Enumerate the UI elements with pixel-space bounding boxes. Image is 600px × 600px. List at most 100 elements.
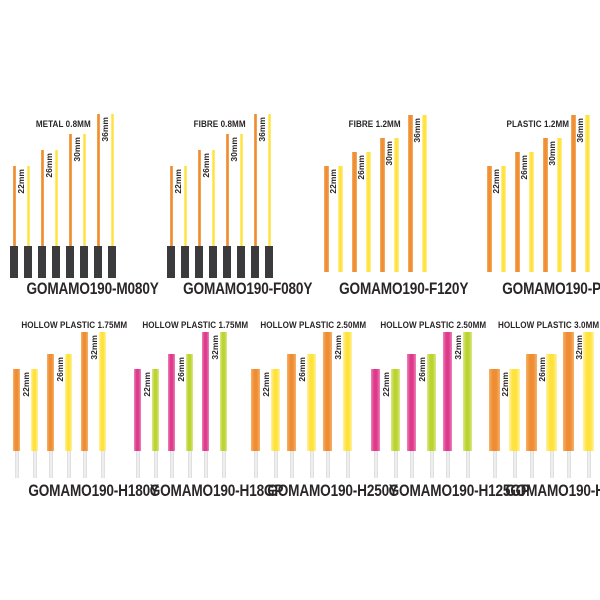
stem-bar-yellow-30mm: [393, 138, 399, 272]
stem-bar-yellow-32mm: [99, 332, 106, 478]
stem-bar-orange-22mm: [251, 369, 260, 478]
stem-bar-orange-22mm: [489, 369, 500, 478]
size-pair-22mm: 22mm: [489, 369, 520, 478]
stem-rod: [351, 152, 357, 272]
product-code: GOMAMO190-P120Y: [486, 279, 600, 299]
white-pin-stem: [135, 451, 140, 478]
stem-bar-yellow-36mm: [108, 114, 116, 278]
product-code-text: GOMAMO190-H180Y: [28, 481, 159, 500]
stem-bar-pink-22mm: [371, 369, 380, 478]
size-pair-32mm: 32mm: [81, 332, 106, 478]
size-pair-26mm: 26mm: [526, 354, 557, 478]
product-code: GOMAMO190-H250Y: [251, 481, 398, 501]
product-code-text: GOMAMO190-H300Y: [505, 481, 600, 500]
stem-rod: [307, 354, 316, 451]
stem-bar-yellow-22mm: [181, 166, 189, 278]
size-pair-26mm: 26mm: [195, 150, 217, 278]
stem-rod: [220, 332, 227, 451]
stem-bar-pink-26mm: [168, 354, 175, 478]
stem-bar-green-26mm: [186, 354, 193, 478]
metal-grip-tip: [66, 246, 74, 278]
stem-bar-orange-36mm: [407, 115, 413, 272]
white-pin-stem: [273, 451, 278, 478]
stem-bar-orange-30mm: [66, 134, 74, 278]
product-code-text: GOMAMO190-H125GP: [388, 481, 530, 500]
white-pin-stem: [373, 451, 378, 478]
product-group-gomamo190-h125gp: HOLLOW PLASTIC 2.50MM 22mm 26mm 32mm GOMAMO1…: [371, 0, 530, 540]
product-group-gomamo190-p120y: PLASTIC 1.2MM 22mm 26mm 30mm 36mm GOMAMO190-P…: [486, 0, 600, 540]
stem-bar-orange-22mm: [167, 166, 175, 278]
size-pair-22mm: 22mm: [10, 166, 32, 278]
white-pin-stem: [309, 451, 314, 478]
stem-rod: [186, 354, 193, 451]
stem-bar-yellow-26mm: [365, 152, 371, 272]
stem-rod: [489, 369, 500, 451]
stem-rod: [253, 114, 257, 246]
product-group-gomamo190-h180y: HOLLOW PLASTIC 1.75MM 22mm 26mm 32mm GOMAMO1…: [12, 0, 159, 540]
size-pair-30mm: 30mm: [542, 138, 562, 272]
white-pin-stem: [82, 451, 87, 478]
stem-bar-orange-26mm: [287, 354, 296, 478]
group-title: HOLLOW PLASTIC 1.75MM: [12, 320, 127, 331]
stem-rod: [379, 138, 385, 272]
stem-rod: [65, 354, 72, 451]
size-label: 26mm: [54, 357, 65, 382]
metal-grip-tip: [10, 246, 18, 278]
white-pin-stem: [221, 451, 226, 478]
stem-rod: [427, 354, 436, 451]
product-code: GOMAMO190-M080Y: [10, 279, 159, 299]
stem-rod: [393, 138, 399, 272]
stem-bar-pink-26mm: [407, 354, 416, 478]
stem-rod: [287, 354, 296, 451]
stem-bar-yellow-36mm: [584, 115, 590, 272]
size-pair-26mm: 26mm: [287, 354, 316, 478]
product-code-text: GOMAMO190-F120Y: [339, 279, 469, 298]
stem-rod: [47, 354, 54, 451]
stem-bar-orange-30mm: [223, 134, 231, 278]
size-pair-32mm: 32mm: [323, 332, 352, 478]
group-title: HOLLOW PLASTIC 2.50MM: [371, 320, 486, 331]
stem-bar-yellow-22mm: [271, 369, 280, 478]
metal-grip-tip: [24, 246, 32, 278]
size-pair-36mm: 36mm: [94, 114, 116, 278]
size-pair-32mm: 32mm: [443, 332, 472, 478]
stem-bar-green-22mm: [391, 369, 400, 478]
size-bars: 22mm 26mm 32mm: [371, 332, 472, 478]
group-title-text: HOLLOW PLASTIC 2.50MM: [380, 320, 487, 331]
stem-rod: [13, 369, 20, 451]
stem-bar-yellow-32mm: [343, 332, 352, 478]
stem-rod: [267, 114, 271, 246]
metal-grip-tip: [181, 246, 189, 278]
stem-bar-yellow-22mm: [24, 166, 32, 278]
size-pair-36mm: 36mm: [251, 114, 273, 278]
stem-rod: [96, 114, 100, 246]
product-code: GOMAMO190-H125GP: [371, 481, 530, 501]
white-pin-stem: [203, 451, 208, 478]
size-label: 26mm: [175, 357, 186, 382]
stem-rod: [99, 332, 106, 451]
metal-grip-tip: [237, 246, 245, 278]
size-pair-26mm: 26mm: [38, 150, 60, 278]
size-pair-22mm: 22mm: [371, 369, 400, 478]
group-title: FIBRE 0.8MM: [167, 119, 273, 130]
stem-rod: [509, 369, 520, 451]
stem-bar-orange-22mm: [486, 166, 492, 272]
stem-bar-yellow-22mm: [500, 166, 506, 272]
white-pin-stem: [32, 451, 37, 478]
stem-bar-orange-22mm: [10, 166, 18, 278]
stem-rod: [500, 166, 506, 272]
stem-bar-yellow-26mm: [65, 354, 72, 478]
product-group-gomamo190-h18gp: HOLLOW PLASTIC 1.75MM 22mm 26mm 32mm GOMAMO1…: [133, 0, 284, 540]
stem-rod: [110, 114, 114, 246]
product-code: GOMAMO190-F120Y: [323, 279, 468, 299]
stem-rod: [337, 166, 343, 272]
stem-rod: [583, 332, 594, 451]
stem-bar-orange-32mm: [563, 332, 574, 478]
white-pin-stem: [566, 451, 571, 478]
group-title-text: HOLLOW PLASTIC 1.75MM: [21, 320, 128, 331]
size-pair-32mm: 32mm: [563, 332, 594, 478]
stem-rod: [526, 354, 537, 451]
group-title-text: HOLLOW PLASTIC 1.75MM: [142, 320, 249, 331]
stem-bar-yellow-36mm: [421, 115, 427, 272]
stem-bar-yellow-32mm: [583, 332, 594, 478]
